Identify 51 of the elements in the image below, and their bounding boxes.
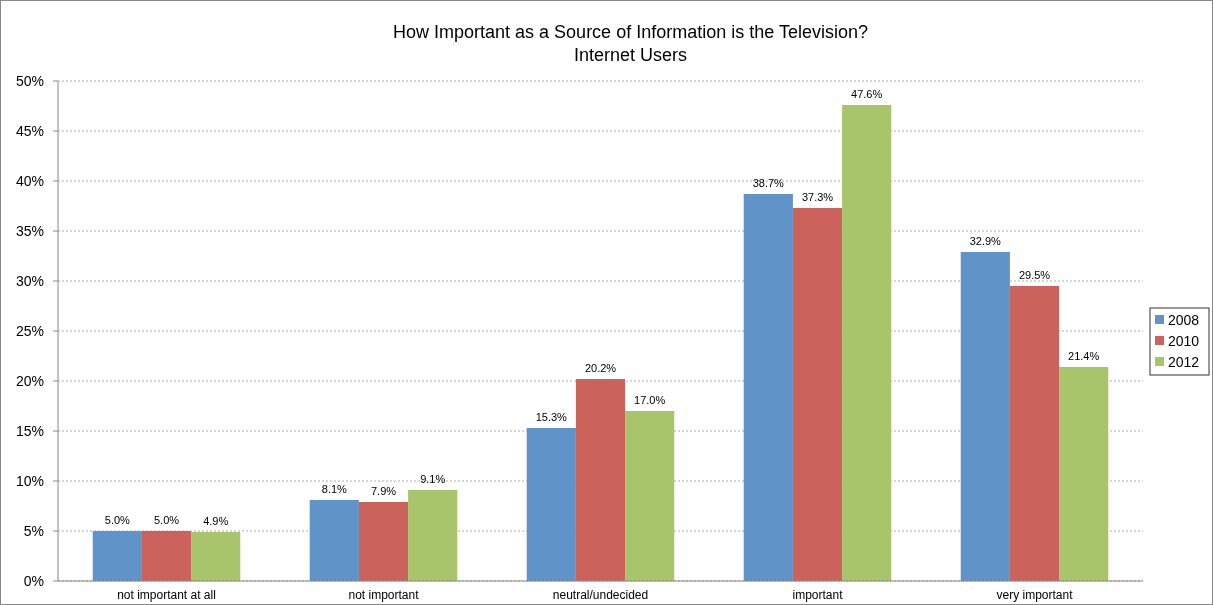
data-label: 5.0%	[153, 514, 180, 526]
x-tick-label: not important at all	[117, 588, 216, 602]
data-label: 9.1%	[420, 473, 446, 485]
legend-label: 2008	[1168, 312, 1200, 328]
bar	[141, 531, 192, 581]
y-tick-label: 40%	[15, 173, 44, 189]
bar	[309, 500, 359, 581]
bar	[358, 502, 409, 581]
y-tick-label: 20%	[15, 373, 44, 389]
chart-subtitle: Internet Users	[573, 45, 688, 65]
y-tick-label: 50%	[15, 73, 44, 89]
y-tick-label: 0%	[23, 573, 44, 589]
y-tick-label: 30%	[15, 273, 44, 289]
x-tick-label: neutral/undecided	[552, 588, 649, 602]
data-label: 8.1%	[321, 483, 348, 495]
bar	[625, 411, 675, 581]
data-label: 21.4%	[1068, 350, 1100, 362]
y-tick-label: 10%	[15, 473, 44, 489]
legend-label: 2010	[1168, 333, 1200, 349]
data-label: 4.9%	[203, 515, 229, 527]
bar	[842, 105, 892, 581]
data-label: 5.0%	[104, 514, 131, 526]
data-label: 29.5%	[1018, 269, 1051, 281]
bar	[792, 208, 843, 581]
x-tick-label: not important	[348, 588, 420, 602]
data-label: 32.9%	[969, 235, 1002, 247]
data-label: 15.3%	[535, 411, 568, 423]
data-label: 20.2%	[584, 362, 617, 374]
bar	[191, 532, 241, 581]
chart-title: How Important as a Source of Information is the Television?	[393, 22, 868, 42]
bar	[960, 252, 1010, 581]
y-tick-label: 5%	[23, 523, 44, 539]
bar	[1009, 286, 1060, 581]
bar	[575, 379, 626, 581]
bar	[1059, 367, 1109, 581]
bar	[92, 531, 142, 581]
y-tick-label: 45%	[15, 123, 44, 139]
bar	[408, 490, 458, 581]
data-label: 38.7%	[752, 177, 785, 189]
bar	[526, 428, 576, 581]
x-tick-label: important	[792, 588, 844, 602]
y-tick-label: 25%	[15, 323, 44, 339]
legend-label: 2012	[1168, 354, 1200, 370]
data-label: 47.6%	[851, 88, 883, 100]
y-tick-label: 35%	[15, 223, 44, 239]
data-label: 17.0%	[634, 394, 666, 406]
y-tick-label: 15%	[15, 423, 44, 439]
data-label: 37.3%	[801, 191, 834, 203]
x-tick-label: very important	[996, 588, 1074, 602]
data-label: 7.9%	[370, 485, 397, 497]
bar	[743, 194, 793, 581]
